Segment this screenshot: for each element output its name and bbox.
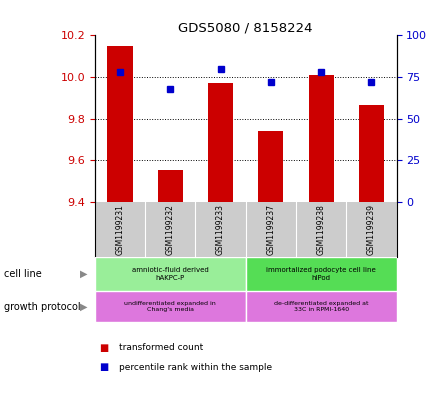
Text: ■: ■ xyxy=(99,343,108,353)
Text: undifferentiated expanded in
Chang's media: undifferentiated expanded in Chang's med… xyxy=(124,301,215,312)
Text: growth protocol: growth protocol xyxy=(4,301,81,312)
Text: immortalized podocyte cell line
hIPod: immortalized podocyte cell line hIPod xyxy=(266,267,375,281)
Text: GSM1199233: GSM1199233 xyxy=(215,204,224,255)
Bar xyxy=(358,105,383,202)
Text: GSM1199237: GSM1199237 xyxy=(266,204,275,255)
Bar xyxy=(245,257,396,291)
Text: transformed count: transformed count xyxy=(118,343,202,352)
Bar xyxy=(308,75,333,202)
Text: ▶: ▶ xyxy=(80,269,88,279)
Text: GSM1199239: GSM1199239 xyxy=(366,204,375,255)
Bar xyxy=(157,170,182,202)
Bar xyxy=(95,291,245,322)
Text: GSM1199231: GSM1199231 xyxy=(115,204,124,255)
Bar xyxy=(258,131,283,202)
Bar xyxy=(245,291,396,322)
Text: percentile rank within the sample: percentile rank within the sample xyxy=(118,363,271,372)
Text: cell line: cell line xyxy=(4,269,42,279)
Text: ■: ■ xyxy=(99,362,108,373)
Title: GDS5080 / 8158224: GDS5080 / 8158224 xyxy=(178,21,312,34)
Bar xyxy=(107,46,132,202)
Bar xyxy=(208,83,233,202)
Text: amniotic-fluid derived
hAKPC-P: amniotic-fluid derived hAKPC-P xyxy=(132,267,208,281)
Text: GSM1199232: GSM1199232 xyxy=(166,204,174,255)
Text: de-differentiated expanded at
33C in RPMI-1640: de-differentiated expanded at 33C in RPM… xyxy=(273,301,368,312)
Text: ▶: ▶ xyxy=(80,301,88,312)
Text: GSM1199238: GSM1199238 xyxy=(316,204,325,255)
Bar xyxy=(95,257,245,291)
